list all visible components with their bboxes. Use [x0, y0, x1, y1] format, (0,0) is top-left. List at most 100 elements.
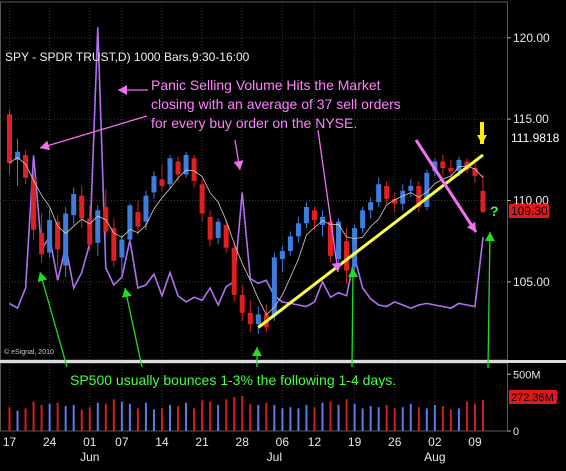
- candle-body: [360, 210, 366, 229]
- candle: [55, 215, 61, 269]
- candle-body: [440, 161, 446, 168]
- candle-body: [408, 185, 414, 191]
- volume-bar: [369, 406, 372, 431]
- volume-bar: [265, 402, 268, 431]
- x-tick-label: 02: [428, 435, 442, 449]
- volume-bar: [136, 408, 139, 431]
- candle-body: [199, 184, 205, 214]
- candle-body: [287, 236, 293, 251]
- volume-bar: [32, 401, 35, 431]
- volume-tick-label: 0: [513, 426, 519, 438]
- volume-bar: [305, 404, 308, 431]
- candle: [119, 234, 125, 274]
- moving-average-line: [9, 156, 484, 316]
- volume-bar: [337, 404, 340, 431]
- bounce-arrow-5-shaft: [487, 231, 491, 369]
- candle: [47, 208, 53, 258]
- candle-body: [119, 239, 125, 258]
- candle-body: [7, 114, 12, 164]
- x-tick-label: 12: [308, 435, 322, 449]
- last-price-label: 111.9818: [511, 131, 560, 145]
- volume-bar: [152, 409, 155, 431]
- volume-bar: [88, 407, 91, 431]
- candle: [31, 171, 37, 240]
- bounce-annotation: SP500 usually bounces 1-3% the following…: [70, 372, 396, 388]
- candle-body: [456, 159, 462, 172]
- candle-body: [191, 158, 197, 181]
- candle: [151, 171, 157, 199]
- candle: [223, 220, 229, 253]
- volume-bar: [225, 399, 228, 431]
- candle-body: [183, 154, 189, 175]
- panic-arrow-1-head: [40, 140, 51, 151]
- x-tick-label: 06: [276, 435, 290, 449]
- x-tick-label: 07: [115, 435, 129, 449]
- volume-bar: [297, 408, 300, 431]
- candle: [207, 210, 213, 247]
- volume-bar: [169, 404, 172, 431]
- candle-body: [151, 176, 157, 193]
- candle-body: [87, 218, 93, 245]
- question-mark: ?: [490, 203, 499, 219]
- candle: [384, 181, 390, 204]
- volume-bar: [48, 403, 51, 431]
- candle-body: [271, 257, 277, 317]
- candle: [376, 177, 382, 208]
- candle: [23, 150, 29, 185]
- candle: [103, 189, 109, 237]
- candle-body: [279, 250, 285, 260]
- volume-bar: [201, 400, 204, 431]
- volume-bar: [273, 404, 276, 431]
- candle-body: [416, 185, 422, 208]
- candle-body: [143, 195, 149, 222]
- panic-annotation-line-1: Panic Selling Volume Hits the Market: [151, 77, 381, 93]
- candle-body: [336, 221, 342, 260]
- candle-body: [424, 172, 430, 208]
- moving-average-layer: [9, 156, 484, 316]
- candle: [416, 181, 422, 212]
- panic-arrow-3-head: [233, 160, 244, 170]
- last-price-box: [509, 130, 565, 146]
- candle: [247, 299, 253, 333]
- volume-bar: [281, 408, 284, 431]
- candle-body: [376, 184, 382, 203]
- panic-arrow-5-shaft: [414, 139, 478, 233]
- volume-bar: [449, 409, 452, 431]
- volume-bar: [80, 409, 83, 431]
- panic-arrow-4-shaft: [317, 129, 339, 273]
- volume-bar: [329, 401, 332, 431]
- volume-bar: [425, 408, 428, 431]
- candle: [279, 246, 285, 273]
- candle: [311, 207, 317, 230]
- candle-body: [247, 312, 253, 325]
- bounce-arrow-5-head: [484, 232, 495, 242]
- candle-body: [303, 207, 309, 224]
- candle: [39, 213, 45, 263]
- candle: [127, 203, 133, 243]
- x-tick-label: 24: [43, 435, 57, 449]
- panic-arrow-4-head: [331, 262, 342, 272]
- candle-body: [31, 177, 37, 230]
- candle-body: [175, 161, 181, 175]
- x-month-label: Jul: [267, 450, 282, 464]
- panic-indicator-line: [9, 27, 484, 310]
- volume-bar: [345, 399, 348, 431]
- x-tick-label: 21: [195, 435, 209, 449]
- volume-bar: [465, 401, 468, 431]
- price-tick-label: 105.00: [513, 275, 550, 289]
- candle-body: [135, 211, 141, 227]
- candle: [271, 252, 277, 321]
- candle: [368, 197, 374, 219]
- volume-bar: [321, 402, 324, 431]
- candle: [255, 306, 261, 334]
- volume-bar: [24, 408, 27, 431]
- candle: [87, 205, 93, 251]
- candle-body: [95, 210, 101, 243]
- volume-bar: [433, 404, 436, 431]
- volume-bar: [457, 408, 460, 431]
- yellow-down-arrow-head: [477, 135, 487, 144]
- candle: [95, 205, 101, 256]
- volume-bar: [160, 408, 163, 431]
